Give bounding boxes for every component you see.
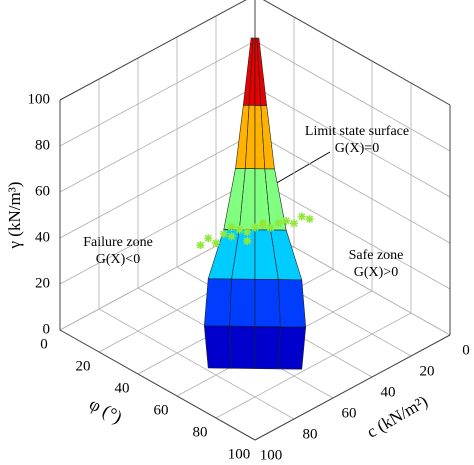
x-tick-label: 80 bbox=[193, 424, 208, 440]
annotation: G(X)<0 bbox=[96, 252, 140, 267]
annotation: G(X)=0 bbox=[335, 141, 379, 156]
sample-point bbox=[219, 229, 228, 238]
surface-patch bbox=[229, 278, 256, 327]
y-tick-label: 40 bbox=[381, 384, 396, 400]
sample-star-stroke bbox=[259, 219, 267, 227]
sample-star-stroke bbox=[306, 215, 314, 223]
z-tick-label: 0 bbox=[43, 321, 51, 337]
y-tick-label: 60 bbox=[342, 405, 357, 421]
sample-star-stroke bbox=[196, 241, 204, 249]
x-tick-label: 0 bbox=[40, 336, 48, 352]
annotation: G(X)>0 bbox=[354, 265, 398, 280]
sample-star-stroke bbox=[290, 219, 298, 227]
surface-patch bbox=[278, 279, 307, 328]
sample-star-stroke bbox=[243, 237, 251, 245]
grid-line bbox=[98, 79, 295, 420]
x-tick-label: 60 bbox=[154, 402, 169, 418]
sample-point bbox=[243, 227, 252, 236]
annotation: Limit state surface bbox=[305, 124, 409, 139]
sample-point bbox=[212, 239, 220, 248]
sample-star-stroke bbox=[228, 223, 236, 231]
sample-point bbox=[297, 212, 306, 221]
sample-point bbox=[227, 232, 236, 241]
sample-point bbox=[274, 219, 283, 228]
sample-star-stroke bbox=[282, 217, 290, 225]
y-tick-label: 0 bbox=[462, 342, 470, 358]
y-tick-label: 20 bbox=[420, 363, 435, 379]
sample-star-stroke bbox=[212, 239, 220, 247]
box-edge bbox=[59, 329, 451, 441]
sample-star-stroke bbox=[274, 219, 282, 227]
sample-star-stroke bbox=[220, 230, 228, 238]
sample-point bbox=[196, 241, 205, 250]
sample-point bbox=[266, 223, 275, 232]
annotation-arrow bbox=[267, 151, 331, 189]
x-tick-label: 40 bbox=[115, 380, 130, 396]
sample-point bbox=[282, 216, 291, 225]
sample-star-stroke bbox=[204, 234, 212, 242]
surface-patch bbox=[203, 325, 232, 369]
sample-star-stroke bbox=[235, 225, 243, 234]
surface-patch bbox=[229, 325, 256, 369]
z-tick-label: 60 bbox=[35, 183, 50, 199]
sample-point bbox=[258, 218, 267, 227]
grid-line bbox=[176, 37, 373, 378]
sample-point bbox=[243, 237, 252, 245]
y-tick-label: 80 bbox=[303, 426, 318, 442]
sample-star-stroke bbox=[243, 228, 251, 236]
x-tick-label: 20 bbox=[76, 358, 91, 374]
surface-patch bbox=[203, 278, 232, 327]
y-axis-label: c (kN/m²) bbox=[363, 392, 430, 442]
x-tick-label: 100 bbox=[228, 446, 251, 462]
box-edge bbox=[59, 0, 451, 106]
surface-patch bbox=[254, 326, 281, 370]
sample-star-stroke bbox=[228, 232, 236, 240]
annotation: Failure zone bbox=[83, 235, 153, 250]
annotation: Safe zone bbox=[349, 248, 404, 263]
y-tick-label: 100 bbox=[260, 447, 283, 463]
sample-star-stroke bbox=[251, 223, 259, 232]
surface-patch bbox=[278, 326, 307, 370]
sample-star-stroke bbox=[298, 212, 306, 221]
x-axis-label: φ (°) bbox=[86, 394, 126, 429]
z-axis-label: γ (kN/m³) bbox=[5, 182, 24, 250]
sample-point bbox=[251, 223, 259, 232]
sample-point bbox=[290, 219, 298, 228]
sample-star-stroke bbox=[267, 224, 275, 232]
z-tick-label: 100 bbox=[28, 91, 51, 107]
sample-point bbox=[235, 225, 244, 234]
sample-point bbox=[204, 234, 213, 243]
z-tick-label: 40 bbox=[35, 229, 50, 245]
z-tick-label: 80 bbox=[35, 137, 50, 153]
sample-point bbox=[305, 214, 314, 223]
sample-point bbox=[227, 223, 236, 231]
z-tick-label: 20 bbox=[35, 275, 50, 291]
surface-patch bbox=[254, 278, 281, 328]
